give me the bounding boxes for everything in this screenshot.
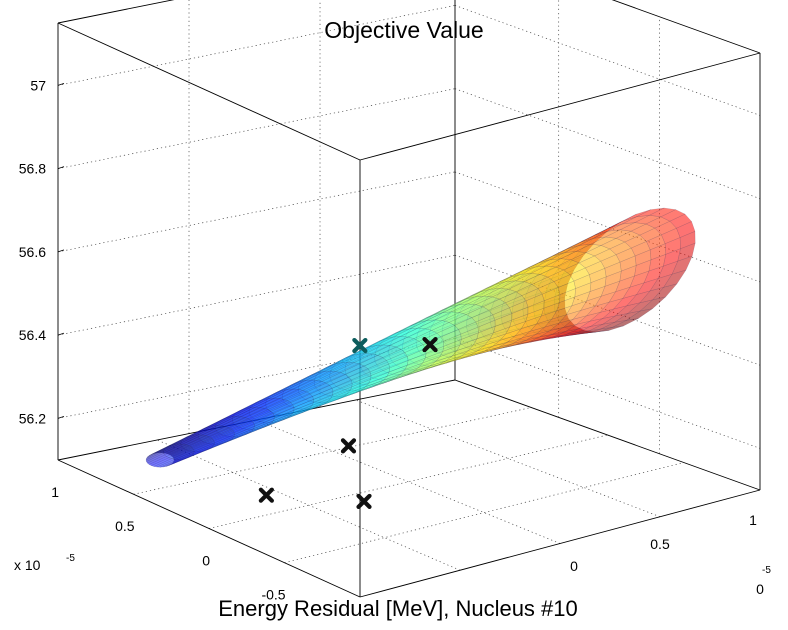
z-tick-mark (57, 83, 65, 86)
x-tick-label: 0.5 (650, 536, 670, 552)
z-tick-mark (57, 332, 65, 336)
box-edge-4 (57, 22, 361, 161)
z-tick-label: 57 (30, 77, 46, 93)
surface-face (639, 296, 667, 312)
z-tick-label: 56.6 (19, 244, 46, 260)
grid-line-z-left-4 (57, 338, 456, 419)
box-edge-1 (359, 489, 761, 598)
x-axis-ticks: 1 0.5 0 0 (570, 512, 764, 597)
surface-face (612, 318, 639, 328)
z-axis-ticks: 57 56.8 56.6 56.4 56.2 (19, 77, 65, 426)
z-tick-label: 56.8 (19, 161, 46, 177)
box-edge-5 (359, 52, 761, 161)
x-tick-label: 1 (749, 512, 757, 528)
y-exponent-power: -5 (66, 553, 75, 564)
chart-title: Objective Value (324, 17, 483, 43)
x-axis-label: Energy Residual [MeV], Nucleus #10 (218, 596, 578, 621)
grid-line-z-left-3 (57, 254, 456, 336)
grid-line-z-right-0 (454, 5, 761, 116)
marker-1 (356, 493, 372, 510)
box-edge-6 (57, 0, 175, 24)
x-tick-label: 0 (570, 558, 578, 574)
grid-line-z-left-1 (57, 88, 456, 170)
grid-line-floor-b-1 (256, 419, 561, 544)
z-tick-mark (57, 249, 65, 253)
grid-line-z-right-1 (454, 88, 761, 199)
marker-stroke (258, 487, 274, 503)
marker-stroke (356, 493, 372, 510)
marker-4 (422, 336, 438, 353)
z-tick-mark (57, 416, 65, 419)
surface-face (671, 255, 693, 275)
z-tick-label: 56.4 (19, 327, 46, 343)
surface-face (598, 325, 624, 332)
surface-face (669, 213, 693, 229)
surface-face (648, 207, 677, 218)
box-edge-0 (57, 459, 361, 598)
z-tick-label: 56.2 (19, 410, 46, 426)
grid-line-z-left-0 (57, 5, 456, 86)
marker-3 (352, 337, 368, 354)
y-tick-label: 0 (202, 552, 210, 568)
objective-surface (145, 207, 696, 468)
box-edge-3 (454, 379, 761, 491)
surface-face (676, 221, 696, 238)
markers (258, 336, 438, 510)
y-tick-label: -0.5 (261, 587, 285, 603)
y-exponent-base: x 10 (14, 557, 41, 573)
y-tick-label: 0.5 (115, 518, 135, 534)
grid-line-floor-a-2 (284, 462, 684, 564)
x-tick-label: 0 (756, 581, 764, 597)
grid-line-z-right-4 (454, 338, 761, 449)
grid-line-z-left-2 (57, 171, 456, 253)
surface-face (626, 308, 653, 321)
grid-line-floor-b-0 (157, 439, 461, 571)
marker-2 (340, 438, 357, 454)
marker-stroke (422, 336, 438, 353)
marker-0 (258, 487, 274, 503)
y-axis-ticks: 1 0.5 0 -0.5 (51, 484, 286, 603)
y-tick-label: 1 (51, 484, 59, 500)
marker-stroke (340, 438, 357, 454)
x-exponent-power: -5 (762, 565, 771, 576)
z-tick-mark (57, 166, 65, 170)
grid-line-floor-a-1 (208, 434, 608, 529)
grid-line-floor-a-0 (133, 407, 532, 495)
box-edge-7 (611, 0, 761, 54)
marker-stroke (352, 337, 368, 354)
